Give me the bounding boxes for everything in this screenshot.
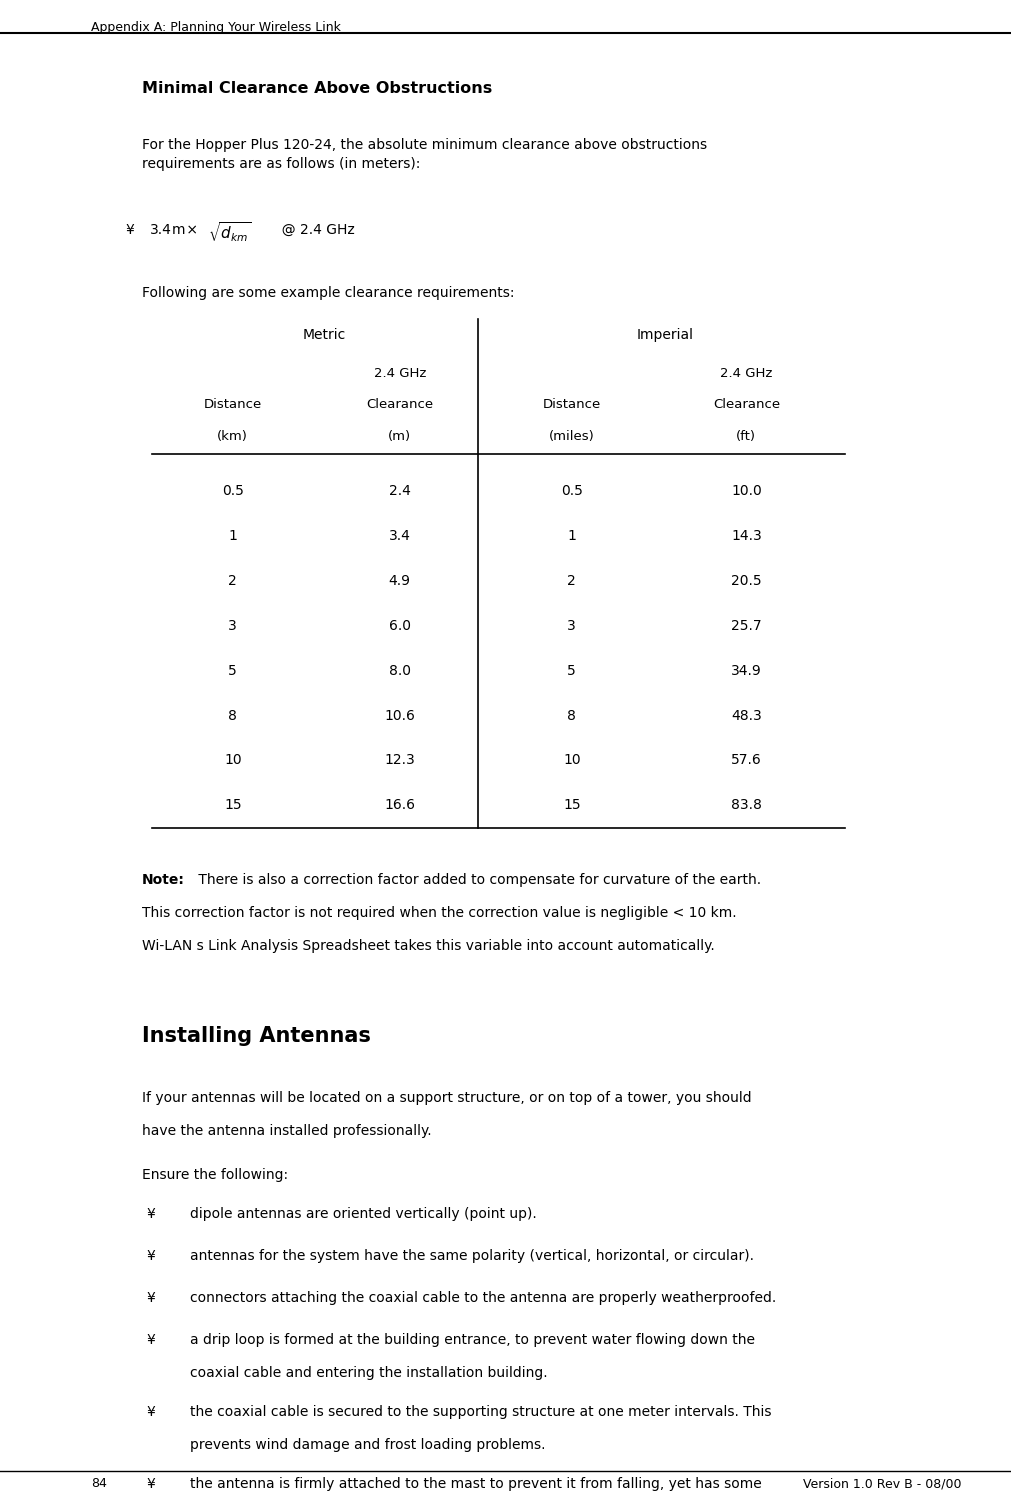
Text: 10.0: 10.0: [730, 484, 761, 497]
Text: ¥: ¥: [147, 1405, 156, 1419]
Text: 10: 10: [562, 753, 580, 767]
Text: 3.4: 3.4: [388, 529, 410, 542]
Text: have the antenna installed professionally.: have the antenna installed professionall…: [142, 1124, 431, 1137]
Text: Ensure the following:: Ensure the following:: [142, 1168, 287, 1182]
Text: 1: 1: [567, 529, 575, 542]
Text: ¥: ¥: [147, 1291, 156, 1305]
Text: 14.3: 14.3: [730, 529, 761, 542]
Text: ×: ×: [182, 223, 202, 237]
Text: Installing Antennas: Installing Antennas: [142, 1026, 370, 1046]
Text: connectors attaching the coaxial cable to the antenna are properly weatherproofe: connectors attaching the coaxial cable t…: [190, 1291, 775, 1305]
Text: 2.4 GHz: 2.4 GHz: [373, 367, 426, 380]
Text: a drip loop is formed at the building entrance, to prevent water flowing down th: a drip loop is formed at the building en…: [190, 1333, 754, 1347]
Text: 10: 10: [223, 753, 242, 767]
Text: 6.0: 6.0: [388, 619, 410, 632]
Text: 2: 2: [228, 574, 237, 587]
Text: 3: 3: [228, 619, 237, 632]
Text: (ft): (ft): [736, 430, 755, 443]
Text: This correction factor is not required when the correction value is negligible <: This correction factor is not required w…: [142, 906, 736, 920]
Text: 15: 15: [562, 798, 580, 812]
Text: Metric: Metric: [302, 328, 345, 342]
Text: 48.3: 48.3: [730, 709, 761, 722]
Text: @ 2.4 GHz: @ 2.4 GHz: [273, 223, 355, 237]
Text: Appendix A: Planning Your Wireless Link: Appendix A: Planning Your Wireless Link: [91, 21, 341, 34]
Text: 8.0: 8.0: [388, 664, 410, 677]
Text: ¥: ¥: [147, 1207, 156, 1221]
Text: 10.6: 10.6: [384, 709, 415, 722]
Text: the antenna is firmly attached to the mast to prevent it from falling, yet has s: the antenna is firmly attached to the ma…: [190, 1477, 761, 1491]
Text: 4.9: 4.9: [388, 574, 410, 587]
Text: Distance: Distance: [203, 398, 262, 412]
Text: Clearance: Clearance: [366, 398, 433, 412]
Text: 3.4: 3.4: [150, 223, 172, 237]
Text: Following are some example clearance requirements:: Following are some example clearance req…: [142, 286, 514, 300]
Text: Imperial: Imperial: [636, 328, 694, 342]
Text: 2: 2: [567, 574, 575, 587]
Text: 84: 84: [91, 1477, 107, 1491]
Text: Wi-LAN s Link Analysis Spreadsheet takes this variable into account automaticall: Wi-LAN s Link Analysis Spreadsheet takes…: [142, 939, 714, 953]
Text: 57.6: 57.6: [730, 753, 761, 767]
Text: 16.6: 16.6: [384, 798, 415, 812]
Text: Version 1.0 Rev B - 08/00: Version 1.0 Rev B - 08/00: [802, 1477, 960, 1491]
Text: (miles): (miles): [548, 430, 594, 443]
Text: $\sqrt{d_{km}}$: $\sqrt{d_{km}}$: [208, 220, 252, 244]
Text: 25.7: 25.7: [730, 619, 761, 632]
Text: 5: 5: [228, 664, 237, 677]
Text: (m): (m): [388, 430, 410, 443]
Text: 8: 8: [228, 709, 237, 722]
Text: dipole antennas are oriented vertically (point up).: dipole antennas are oriented vertically …: [190, 1207, 537, 1221]
Text: 5: 5: [567, 664, 575, 677]
Text: 8: 8: [567, 709, 575, 722]
Text: 12.3: 12.3: [384, 753, 415, 767]
Text: coaxial cable and entering the installation building.: coaxial cable and entering the installat…: [190, 1366, 547, 1380]
Text: ¥: ¥: [125, 223, 134, 237]
Text: 20.5: 20.5: [730, 574, 761, 587]
Text: Note:: Note:: [142, 873, 184, 887]
Text: Minimal Clearance Above Obstructions: Minimal Clearance Above Obstructions: [142, 81, 491, 96]
Text: 1: 1: [228, 529, 237, 542]
Text: 0.5: 0.5: [221, 484, 244, 497]
Text: If your antennas will be located on a support structure, or on top of a tower, y: If your antennas will be located on a su…: [142, 1091, 750, 1104]
Text: 0.5: 0.5: [560, 484, 582, 497]
Text: For the Hopper Plus 120-24, the absolute minimum clearance above obstructions
re: For the Hopper Plus 120-24, the absolute…: [142, 138, 706, 171]
Text: 2.4 GHz: 2.4 GHz: [720, 367, 771, 380]
Text: Distance: Distance: [542, 398, 601, 412]
Text: ¥: ¥: [147, 1249, 156, 1263]
Text: prevents wind damage and frost loading problems.: prevents wind damage and frost loading p…: [190, 1438, 545, 1452]
Text: There is also a correction factor added to compensate for curvature of the earth: There is also a correction factor added …: [194, 873, 760, 887]
Text: m: m: [172, 223, 185, 237]
Text: Clearance: Clearance: [712, 398, 779, 412]
Text: (km): (km): [217, 430, 248, 443]
Text: the coaxial cable is secured to the supporting structure at one meter intervals.: the coaxial cable is secured to the supp…: [190, 1405, 771, 1419]
Text: 2.4: 2.4: [388, 484, 410, 497]
Text: 34.9: 34.9: [730, 664, 761, 677]
Text: 83.8: 83.8: [730, 798, 761, 812]
Text: ¥: ¥: [147, 1333, 156, 1347]
Text: 3: 3: [567, 619, 575, 632]
Text: antennas for the system have the same polarity (vertical, horizontal, or circula: antennas for the system have the same po…: [190, 1249, 753, 1263]
Text: 15: 15: [223, 798, 242, 812]
Text: ¥: ¥: [147, 1477, 156, 1491]
